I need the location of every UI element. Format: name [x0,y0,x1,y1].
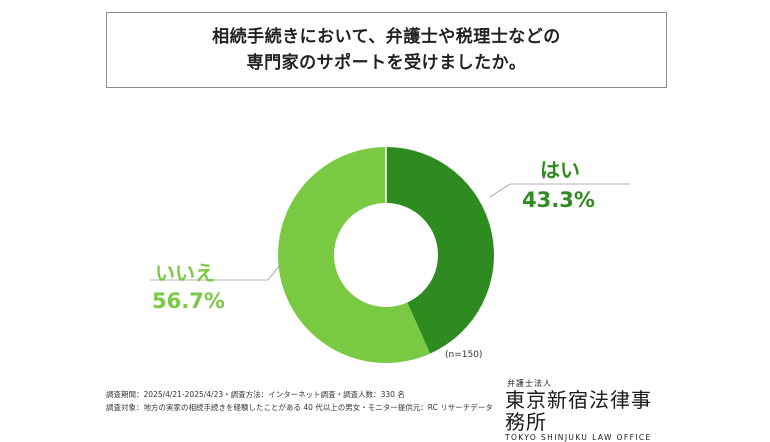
slice-value-yes: 43.3% [522,188,595,212]
logo-subtitle: 弁護士法人 [507,379,552,388]
title-line-1: 相続手続きにおいて、弁護士や税理士などの [212,27,561,47]
survey-period-note: 調査期間：2025/4/21-2025/4/23・調査方法：インターネット調査・… [106,390,405,399]
slice-label-yes: はい [540,158,580,182]
pie-slice-yes [386,147,494,354]
chart-title: 相続手続きにおいて、弁護士や税理士などの 専門家のサポートを受けましたか。 [106,12,667,88]
leader-line-yes [489,183,630,198]
slice-label-no: いいえ [155,261,215,285]
pie-slice-no [277,147,431,364]
title-line-2: 専門家のサポートを受けましたか。 [246,53,527,73]
sample-size-note: (n=150) [445,350,483,360]
donut-chart [150,147,630,364]
survey-target-note: 調査対象：地方の実家の相続手続きを経験したことがある 40 代以上の男女・モニタ… [106,403,493,412]
logo-name: 東京新宿法律事務所 [505,388,652,434]
logo-english-name: TOKYO SHINJUKU LAW OFFICE [505,433,652,442]
law-office-logo: 弁護士法人 東京新宿法律事務所 TOKYO SHINJUKU LAW OFFIC… [505,378,671,442]
slice-value-no: 56.7% [152,289,225,313]
leader-line-no [150,264,281,281]
